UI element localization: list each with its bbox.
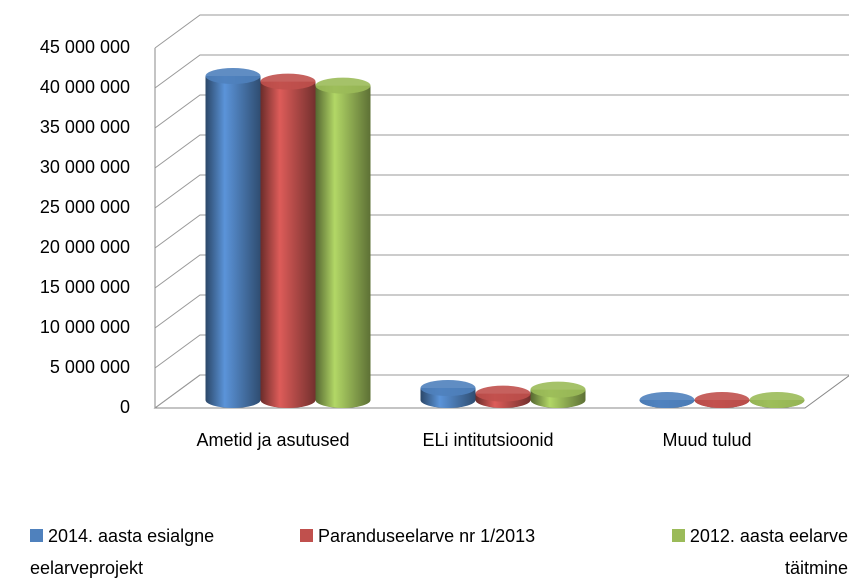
bar-body [315,85,371,408]
y-tick-label: 30 000 000 [40,157,130,177]
grid-line [154,214,849,249]
legend-swatch [30,529,43,542]
y-tick-label: 0 [120,397,130,417]
bar-top [205,68,261,84]
y-tick-label: 10 000 000 [40,317,130,337]
y-tick-label: 15 000 000 [40,277,130,297]
grid-line [154,134,849,169]
y-tick-label: 35 000 000 [40,117,130,137]
legend-entry: 2014. aasta esialgne eelarveprojekt [30,520,300,581]
grid-line [154,94,849,129]
grid-line [154,174,849,209]
legend-entry: 2012. aasta eelarve täitmine [638,520,848,581]
bar [205,68,261,408]
grid-line [154,374,849,409]
bar [420,380,476,408]
y-tick-label: 5 000 000 [50,357,130,377]
legend-label: 2014. aasta esialgne eelarveprojekt [30,526,215,578]
bar-top [639,392,695,408]
legend-label: Paranduseelarve nr 1/2013 [318,526,536,546]
x-tick-label: Muud tulud [662,430,752,450]
x-tick-label: ELi intitutsioonid [422,430,554,450]
bar-top [260,73,316,90]
grid-line [154,14,849,49]
bar [530,381,586,408]
bar [694,392,750,408]
bar [260,73,316,408]
bar [639,392,695,408]
bar [749,392,805,408]
bar-top [475,385,531,402]
legend-swatch [671,529,685,542]
grid-line [154,334,849,369]
legend-entry: Paranduseelarve nr 1/2013 [300,520,620,552]
x-tick-label: Ametid ja asutused [196,430,350,450]
grid-line [154,54,849,89]
bar [315,77,371,408]
bar [475,385,531,408]
bar-body [205,76,261,408]
legend-label: 2012. aasta eelarve täitmine [689,526,848,578]
legend-swatch [300,529,313,542]
y-tick-label: 25 000 000 [40,197,130,217]
bar-top [315,77,371,94]
y-tick-label: 45 000 000 [40,37,130,57]
bar-top [694,392,750,408]
bar-top [749,392,805,408]
grid-line [154,254,849,289]
y-tick-label: 20 000 000 [40,237,130,257]
y-tick-label: 40 000 000 [40,77,130,97]
grid-line [154,294,849,329]
bar-top [530,381,586,398]
bar-body [260,81,316,408]
bar-top [420,380,476,396]
